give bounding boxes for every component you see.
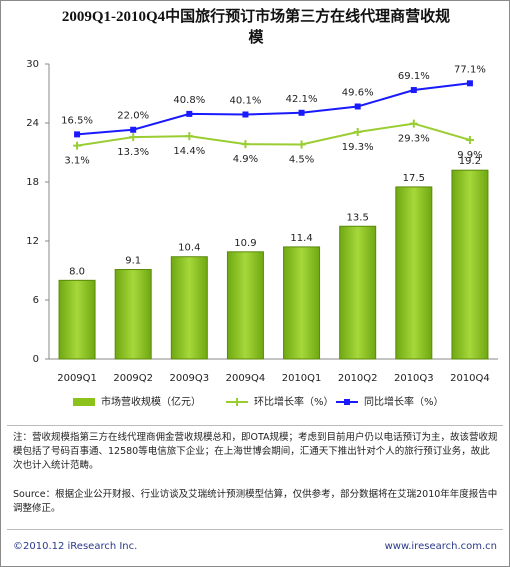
marker [74,131,81,138]
bar [283,246,321,360]
marker [298,109,305,116]
marker [130,126,137,133]
y-tick-label: 6 [33,295,39,306]
point-label: 9.9% [457,150,482,161]
marker [185,132,194,141]
separator [7,529,503,530]
bar-label: 9.1 [125,256,141,267]
bar [170,256,208,360]
bar [226,251,264,360]
marker [410,87,417,94]
legend-label: 环比增长率（%） [254,395,334,408]
point-label: 19.3% [342,142,374,153]
y-tick-label: 24 [26,118,39,129]
x-tick-label: 2010Q2 [338,373,378,384]
point-label: 13.3% [117,147,149,158]
y-tick-label: 18 [26,177,39,188]
marker [186,110,193,117]
x-tick-label: 2009Q2 [113,373,153,384]
point-label: 16.5% [61,115,93,126]
point-label: 42.1% [286,94,318,105]
separator [7,425,503,426]
marker [241,140,250,149]
bar-label: 8.0 [69,266,85,277]
x-tick-label: 2010Q1 [282,373,322,384]
bar-label: 10.9 [234,238,256,249]
point-label: 29.3% [398,134,430,145]
x-tick-label: 2009Q1 [57,373,97,384]
marker [73,141,82,150]
marker [242,111,249,118]
marker [466,80,473,87]
point-label: 4.5% [289,154,314,165]
point-label: 49.6% [342,87,374,98]
bar-label: 17.5 [403,173,425,184]
y-tick-label: 30 [26,59,39,70]
marker [353,128,362,137]
chart-title: 2009Q1-2010Q4中国旅行预订市场第三方在线代理商营收规模 [61,9,451,46]
legend-marker [344,399,350,405]
x-tick-label: 2009Q3 [169,373,209,384]
point-label: 77.1% [454,64,486,75]
marker [354,103,361,110]
marker [409,119,418,128]
legend-swatch [73,398,95,406]
point-label: 40.8% [173,95,205,106]
bar-label: 10.4 [178,243,200,254]
point-label: 40.1% [230,95,262,106]
marker [465,135,474,144]
marker [129,133,138,142]
point-label: 69.1% [398,71,430,82]
line [76,122,471,147]
point-label: 14.4% [173,146,205,157]
website: www.iresearch.com.cn [384,541,497,552]
y-tick-label: 0 [33,354,39,365]
bar [339,225,377,360]
legend-label: 市场营收规模（亿元） [101,395,201,408]
bar [451,169,489,360]
bar [114,269,152,360]
source: Source：根据企业公开财报、行业访谈及艾瑞统计预测模型估算，仅供参考，部分数… [13,489,498,514]
line [76,82,471,136]
copyright: ©2010.12 iResearch Inc. [13,541,138,552]
y-tick-label: 12 [26,236,39,247]
x-tick-label: 2009Q4 [226,373,266,384]
bar [395,186,433,360]
bar-label: 11.4 [290,233,312,244]
point-label: 22.0% [117,111,149,122]
bar-label: 13.5 [347,212,369,223]
x-tick-label: 2010Q3 [394,373,434,384]
legend-label: 同比增长率（%） [364,395,444,408]
note: 注：营收规模指第三方在线代理商佣金营收规模总和，即OTA规模；考虑到目前用户仍以… [13,432,498,471]
bar-label: 19.2 [459,156,481,167]
x-tick-label: 2010Q4 [450,373,490,384]
bar [58,279,96,360]
point-label: 3.1% [64,156,89,167]
marker [297,140,306,149]
legend-marker [233,398,241,406]
point-label: 4.9% [233,154,258,165]
